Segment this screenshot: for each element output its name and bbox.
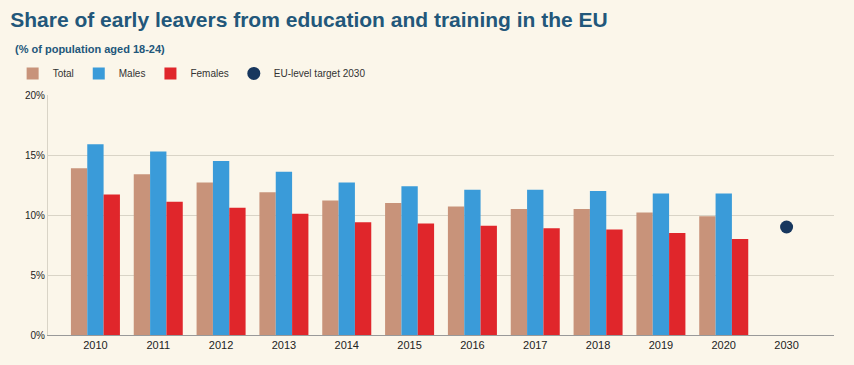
svg-text:Males: Males <box>119 68 146 79</box>
svg-text:10%: 10% <box>25 210 45 221</box>
svg-text:2020: 2020 <box>711 339 735 351</box>
svg-text:20%: 20% <box>25 90 45 101</box>
svg-text:2016: 2016 <box>460 339 484 351</box>
svg-text:2017: 2017 <box>523 339 547 351</box>
svg-text:2030: 2030 <box>774 339 798 351</box>
svg-text:15%: 15% <box>25 150 45 161</box>
svg-text:Females: Females <box>190 68 228 79</box>
svg-text:2013: 2013 <box>272 339 296 351</box>
svg-text:5%: 5% <box>31 270 46 281</box>
svg-text:0%: 0% <box>31 330 46 341</box>
svg-text:2010: 2010 <box>83 339 107 351</box>
svg-text:2019: 2019 <box>649 339 673 351</box>
svg-text:2012: 2012 <box>209 339 233 351</box>
svg-text:2015: 2015 <box>397 339 421 351</box>
svg-text:EU-level target 2030: EU-level target 2030 <box>274 68 366 79</box>
svg-text:Share of early leavers from ed: Share of early leavers from education an… <box>10 8 608 31</box>
svg-text:Total: Total <box>53 68 74 79</box>
svg-text:(% of population aged 18-24): (% of population aged 18-24) <box>15 43 165 55</box>
svg-text:2018: 2018 <box>586 339 610 351</box>
svg-text:2014: 2014 <box>335 339 359 351</box>
svg-text:2011: 2011 <box>146 339 170 351</box>
